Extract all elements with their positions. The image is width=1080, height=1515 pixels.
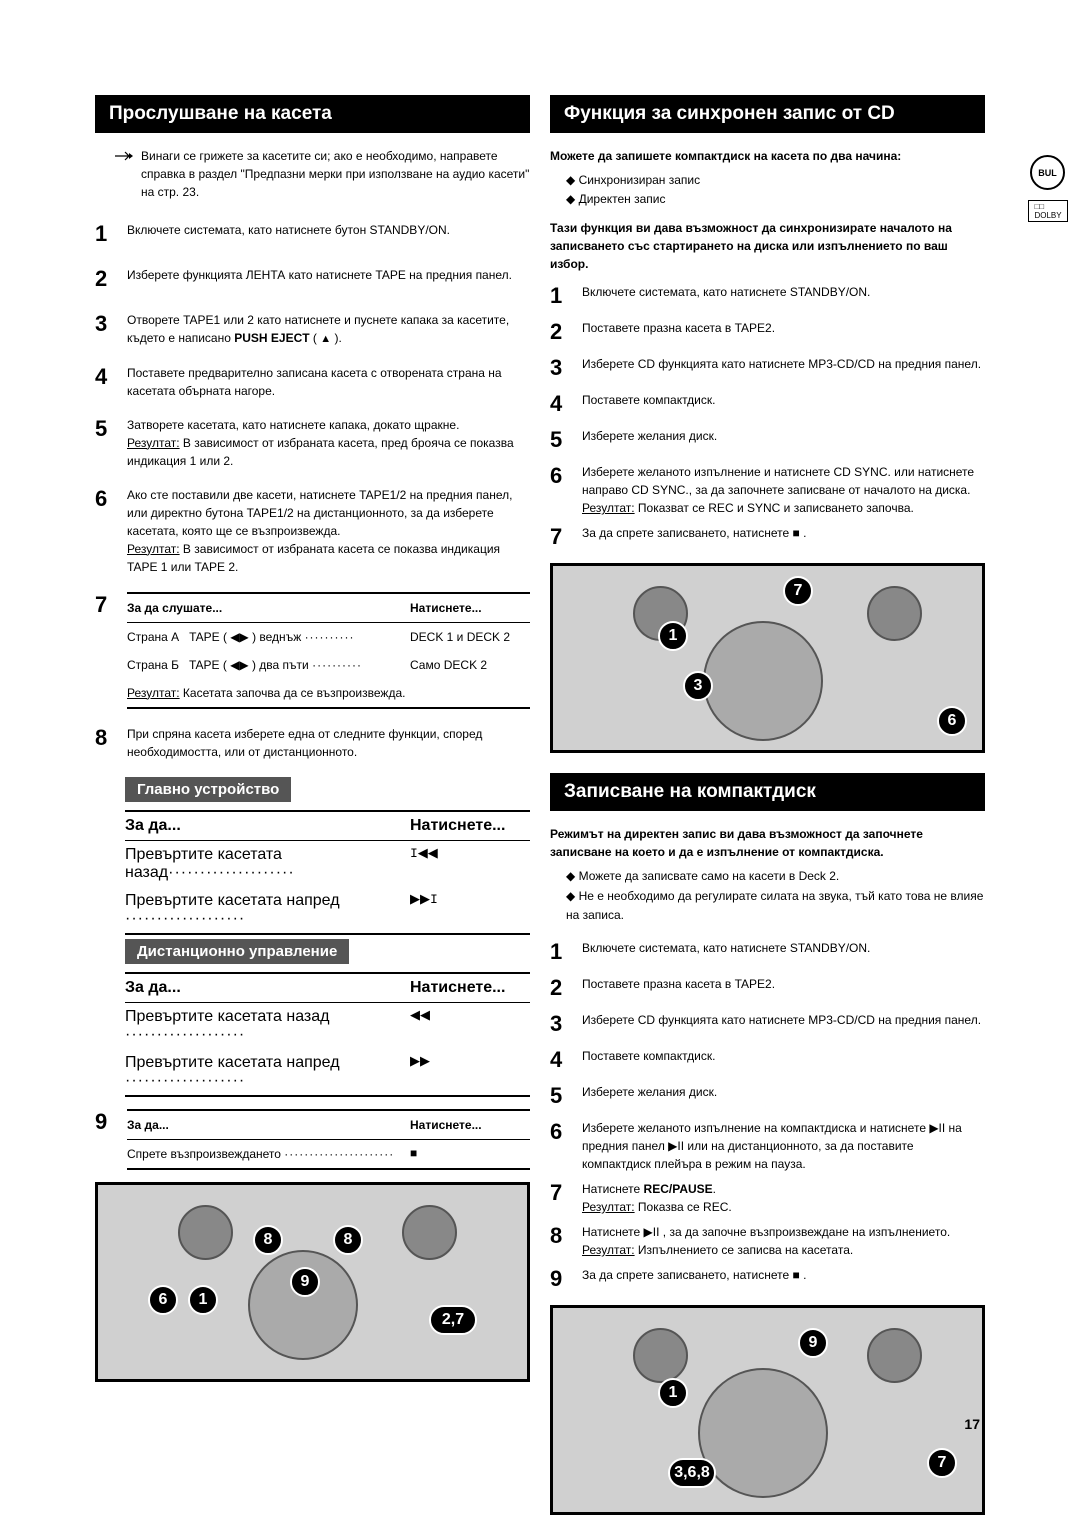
step-num: 7	[95, 588, 117, 709]
step-num: 5	[95, 412, 117, 470]
stop-icon: ■	[410, 1145, 530, 1163]
pointer-icon	[115, 149, 133, 167]
step-text: Изберете функцията ЛЕНТА като натиснете …	[127, 262, 530, 295]
subheader-main-unit: Главно устройство	[125, 777, 291, 802]
eject-icon: ▲	[320, 333, 331, 345]
callout: 3,6,8	[668, 1458, 716, 1488]
callout: 7	[783, 576, 813, 606]
right-column: Функция за синхронен запис от CD Можете …	[550, 95, 985, 1515]
intro-text: Режимът на директен запис ви дава възмож…	[550, 825, 985, 861]
callout: 2,7	[429, 1305, 477, 1335]
bullet-list: Синхронизиран запис Директен запис	[550, 171, 985, 209]
step-text: Включете системата, като натиснете бутон…	[127, 217, 530, 250]
language-badge: BUL	[1030, 155, 1065, 190]
step-num: 1	[95, 217, 117, 250]
left-column: Прослушване на касета Винаги се грижете …	[95, 95, 530, 1515]
device-diagram-sync: 7 1 3 6	[550, 563, 985, 753]
callout: 9	[290, 1267, 320, 1297]
rewind-icon: I◀◀	[410, 846, 530, 882]
callout: 8	[253, 1225, 283, 1255]
subheader-remote: Дистанционно управление	[125, 939, 349, 964]
tape-steps: 1 Включете системата, като натиснете буто…	[95, 217, 530, 761]
device-diagram-rec: 9 1 3,6,8 7	[550, 1305, 985, 1515]
page-number: 17	[964, 1416, 980, 1432]
callout: 6	[148, 1285, 178, 1315]
intro-text: Тази функция ви дава възможност да синхр…	[550, 219, 985, 273]
dolby-badge: □□DOLBY	[1028, 200, 1068, 222]
rewind-icon: ◀◀	[410, 1008, 530, 1044]
step-text: Отворете TAPE1 или 2 като натиснете и пу…	[127, 307, 530, 348]
callout: 6	[937, 706, 967, 736]
step-text: При спряна касета изберете една от следн…	[127, 721, 530, 761]
step-num: 2	[95, 262, 117, 295]
care-note: Винаги се грижете за касетите си; ако е …	[95, 147, 530, 201]
callout: 7	[927, 1448, 957, 1478]
step-num: 4	[95, 360, 117, 400]
forward-icon: ▶▶	[410, 1054, 530, 1090]
section-header-tape: Прослушване на касета	[95, 95, 530, 133]
step-text: Поставете предварително записана касета …	[127, 360, 530, 400]
intro-text: Можете да запишете компактдиск на касета…	[550, 147, 985, 165]
callout: 9	[798, 1328, 828, 1358]
device-diagram-left: 6 1 8 8 9 2,7	[95, 1182, 530, 1382]
step-num: 3	[95, 307, 117, 348]
step-num: 6	[95, 482, 117, 576]
bullet-list: Можете да записвате само на касети в Dec…	[550, 867, 985, 925]
care-note-text: Винаги се грижете за касетите си; ако е …	[141, 147, 530, 201]
step-table-9: За да...Натиснете... Спрете възпроизвежд…	[127, 1105, 530, 1170]
step-table-7: За да слушате...Натиснете... Страна A TA…	[127, 588, 530, 709]
callout: 8	[333, 1225, 363, 1255]
step-text: Затворете касетата, като натиснете капак…	[127, 412, 530, 470]
callout: 1	[658, 1378, 688, 1408]
step-text: Ако сте поставили две касети, натиснете …	[127, 482, 530, 576]
callout: 1	[658, 621, 688, 651]
cdrec-steps: 1Включете системата, като натиснете STAN…	[550, 935, 985, 1295]
section-header-cdsync: Функция за синхронен запис от CD	[550, 95, 985, 133]
section-header-cdrec: Записване на компактдиск	[550, 773, 985, 811]
step-num: 9	[95, 1105, 117, 1170]
callout: 1	[188, 1285, 218, 1315]
forward-icon: ▶▶I	[410, 892, 530, 928]
cdsync-steps: 1Включете системата, като натиснете STAN…	[550, 279, 985, 553]
step-num: 8	[95, 721, 117, 761]
